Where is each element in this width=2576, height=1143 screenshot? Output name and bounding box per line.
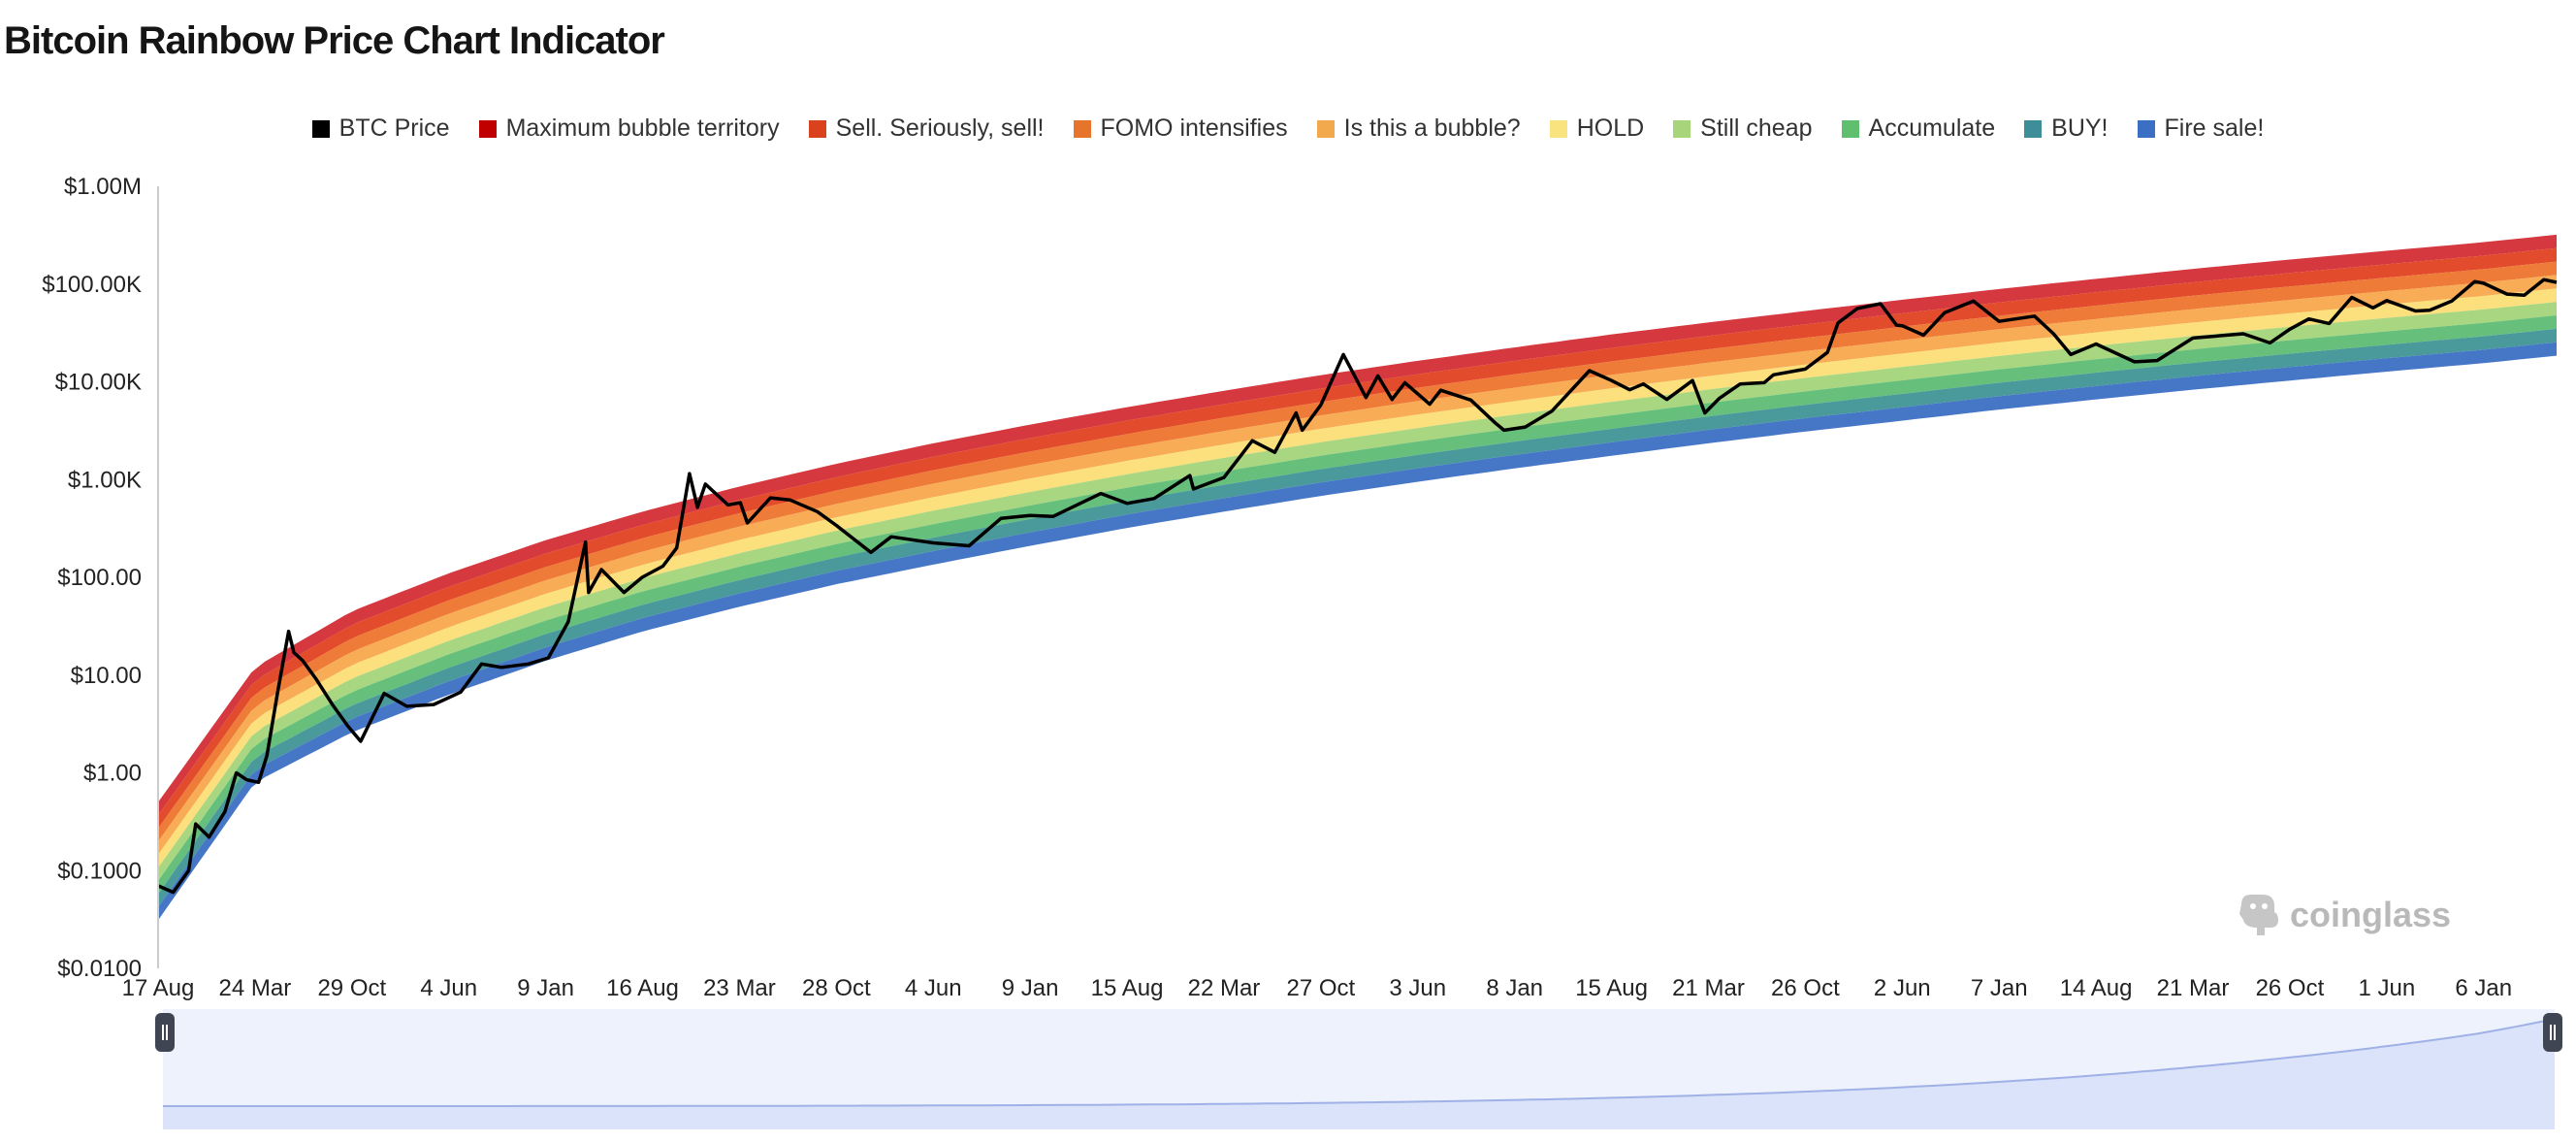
- x-tick-label: 24 Mar: [219, 975, 292, 1001]
- watermark-text: coinglass: [2290, 895, 2452, 934]
- rainbow-bands: [158, 234, 2557, 921]
- legend-swatch: [1549, 119, 1567, 138]
- legend-swatch: [808, 119, 826, 138]
- x-tick-label: 29 Oct: [317, 975, 386, 1001]
- y-tick-label: $1.00: [83, 761, 142, 787]
- x-axis: 17 Aug 24 Mar 29 Oct 4 Jun 9 Jan 16 Aug 23 Mar…: [122, 975, 2512, 1001]
- x-tick-label: 9 Jan: [517, 975, 574, 1001]
- x-tick-label: 6 Jan: [2455, 975, 2512, 1001]
- legend-swatch: [1316, 119, 1335, 138]
- zoom-preview-area: [163, 1019, 2555, 1129]
- x-tick-label: 17 Aug: [122, 975, 195, 1001]
- legend-swatch: [2024, 119, 2043, 138]
- rainbow-band-1: [158, 234, 2557, 816]
- y-tick-label: $10.00K: [55, 370, 142, 396]
- x-tick-label: 27 Oct: [1287, 975, 1356, 1001]
- zoom-handle-left[interactable]: [155, 1013, 175, 1052]
- legend-label: FOMO intensifies: [1100, 114, 1288, 142]
- y-tick-label: $1.00M: [64, 174, 142, 200]
- y-tick-label: $100.00: [57, 565, 142, 591]
- rainbow-band-9: [158, 342, 2557, 921]
- legend-swatch: [1073, 119, 1091, 138]
- rainbow-band-3: [158, 261, 2557, 842]
- x-tick-label: 26 Oct: [2256, 975, 2325, 1001]
- rainbow-band-8: [158, 328, 2557, 907]
- x-tick-label: 23 Mar: [703, 975, 776, 1001]
- chart-legend: BTC Price Maximum bubble territory Sell. S…: [0, 114, 2576, 143]
- y-tick-label: $100.00K: [42, 272, 142, 298]
- rainbow-band-4: [158, 275, 2557, 855]
- legend-label: Accumulate: [1868, 114, 1996, 142]
- x-tick-label: 1 Jun: [2358, 975, 2415, 1001]
- legend-item[interactable]: Fire sale!: [2137, 114, 2265, 143]
- y-tick-label: $0.1000: [57, 858, 142, 884]
- legend-label: Maximum bubble territory: [505, 114, 780, 142]
- rainbow-band-2: [158, 247, 2557, 829]
- y-axis: $0.0100 $0.1000 $1.00 $10.00 $100.00 $1.00K $1…: [42, 174, 142, 982]
- zoom-preview-line: [163, 1018, 2555, 1107]
- x-tick-label: 22 Mar: [1188, 975, 1261, 1001]
- x-tick-label: 21 Mar: [2157, 975, 2230, 1001]
- legend-label: Sell. Seriously, sell!: [835, 114, 1045, 142]
- btc-price-layer: [157, 278, 2558, 895]
- rainbow-chart: $0.0100 $0.1000 $1.00 $10.00 $100.00 $1.00K $1…: [42, 174, 2558, 1001]
- legend-label: Still cheap: [1700, 114, 1813, 142]
- rainbow-band-5: [158, 288, 2557, 868]
- x-tick-label: 15 Aug: [1091, 975, 1164, 1001]
- legend-item[interactable]: FOMO intensifies: [1073, 114, 1288, 143]
- legend-item[interactable]: HOLD: [1549, 114, 1645, 143]
- legend-label: BUY!: [2051, 114, 2109, 142]
- x-tick-label: 3 Jun: [1389, 975, 1446, 1001]
- legend-label: BTC Price: [338, 114, 450, 142]
- x-tick-label: 14 Aug: [2060, 975, 2133, 1001]
- legend-item[interactable]: BUY!: [2024, 114, 2109, 143]
- page-title: Bitcoin Rainbow Price Chart Indicator: [4, 19, 665, 62]
- btc-price-line: [157, 278, 2558, 895]
- zoom-handle-right[interactable]: [2543, 1013, 2562, 1052]
- legend-item[interactable]: Accumulate: [1841, 114, 1996, 143]
- legend-item[interactable]: Maximum bubble territory: [478, 114, 780, 143]
- coinglass-watermark: coinglass: [2236, 891, 2451, 939]
- x-tick-label: 26 Oct: [1771, 975, 1840, 1001]
- y-tick-label: $1.00K: [68, 467, 142, 493]
- x-tick-label: 16 Aug: [606, 975, 679, 1001]
- y-tick-label: $10.00: [71, 663, 142, 689]
- x-tick-label: 4 Jun: [905, 975, 962, 1001]
- legend-swatch: [1841, 119, 1859, 138]
- x-tick-label: 2 Jun: [1874, 975, 1931, 1001]
- zoom-navigator[interactable]: [163, 1009, 2555, 1129]
- y-tick-label: $0.0100: [57, 956, 142, 982]
- legend-item[interactable]: Is this a bubble?: [1316, 114, 1521, 143]
- coinglass-logo-icon: [2239, 895, 2278, 935]
- legend-label: HOLD: [1576, 114, 1645, 142]
- x-tick-label: 28 Oct: [802, 975, 871, 1001]
- x-tick-label: 21 Mar: [1672, 975, 1745, 1001]
- legend-item[interactable]: Still cheap: [1673, 114, 1813, 143]
- x-tick-label: 8 Jan: [1486, 975, 1543, 1001]
- legend-swatch: [2137, 119, 2155, 138]
- legend-swatch: [311, 119, 330, 138]
- x-tick-label: 9 Jan: [1002, 975, 1059, 1001]
- rainbow-band-6: [158, 302, 2557, 881]
- legend-swatch: [478, 119, 497, 138]
- x-tick-label: 7 Jan: [1971, 975, 2028, 1001]
- legend-item[interactable]: Sell. Seriously, sell!: [808, 114, 1045, 143]
- legend-label: Fire sale!: [2164, 114, 2265, 142]
- legend-swatch: [1673, 119, 1691, 138]
- rainbow-band-7: [158, 315, 2557, 895]
- legend-label: Is this a bubble?: [1343, 114, 1521, 142]
- x-tick-label: 15 Aug: [1575, 975, 1648, 1001]
- legend-item[interactable]: BTC Price: [311, 114, 450, 143]
- x-tick-label: 4 Jun: [420, 975, 477, 1001]
